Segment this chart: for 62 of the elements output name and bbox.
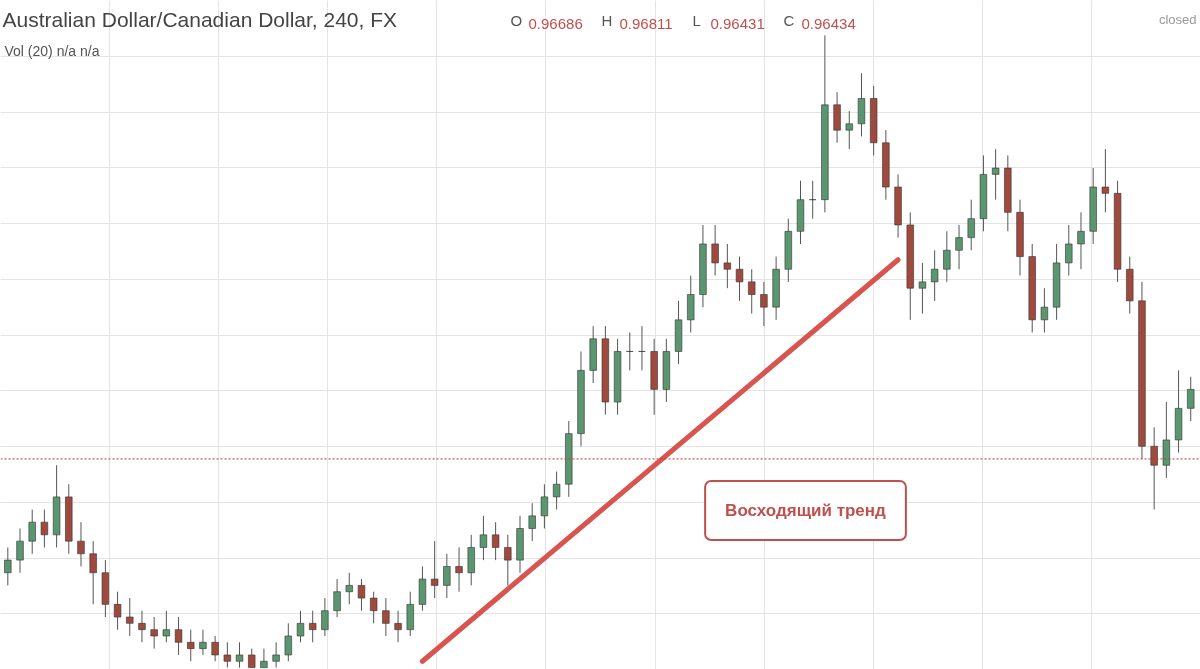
candlestick [162, 610, 171, 643]
candlestick [284, 622, 292, 662]
candlestick [1101, 148, 1110, 213]
candlestick [1077, 211, 1085, 270]
candlestick [223, 641, 231, 669]
candlestick [748, 268, 756, 314]
candlestick [28, 509, 36, 555]
candlestick [174, 616, 183, 656]
candlestick [479, 515, 488, 561]
candlestick [735, 256, 744, 302]
candlestick [1065, 224, 1073, 277]
candlestick [126, 597, 134, 637]
candlestick [943, 230, 951, 283]
candlestick [370, 591, 378, 624]
candlestick [89, 540, 97, 605]
candlestick [333, 578, 341, 618]
candlestick [394, 610, 402, 643]
candlestick [321, 597, 329, 637]
candlestick [455, 546, 463, 593]
candlestick [309, 610, 317, 643]
candlestick [955, 224, 963, 270]
candlestick [443, 553, 451, 599]
candlestick [967, 199, 975, 251]
text: O 0.96686 H 0.96811 L 0.96431 C 0.96434 [510, 11, 856, 32]
candlestick [1040, 287, 1049, 333]
candlestick [357, 578, 366, 612]
candlestick [1150, 426, 1158, 511]
candlestick [199, 629, 207, 656]
candlestick [552, 471, 561, 511]
candlestick [77, 521, 85, 567]
annotation: Vol (20) n/a n/a [4, 42, 100, 59]
candlestick [138, 610, 146, 643]
candlestick [16, 527, 24, 574]
candlestick [211, 635, 219, 662]
candlestick [430, 540, 439, 599]
candlestick [113, 591, 122, 631]
annotation: Восходящий тренд [725, 501, 887, 520]
candlestick [723, 243, 731, 289]
candlestick [491, 521, 500, 561]
candlestick [845, 110, 853, 150]
candlestick [930, 249, 939, 302]
candlestick [991, 148, 1000, 201]
candlestick [345, 572, 353, 605]
candlestick [1187, 376, 1195, 422]
candlestick [4, 546, 12, 586]
candlestick [235, 641, 244, 669]
candlestick [272, 641, 280, 669]
candlestick [918, 262, 927, 314]
candlestick [528, 502, 536, 542]
chart-title: Australian Dollar/Canadian Dollar, 240, FX [2, 7, 398, 31]
candlestick [260, 648, 268, 669]
candlestick [711, 224, 719, 277]
text: closed [1158, 11, 1197, 27]
candlestick [504, 534, 512, 586]
candlestick [296, 610, 305, 643]
candlestick [248, 648, 256, 669]
candlestick [540, 483, 549, 529]
candlestick [760, 281, 768, 327]
candlestick [40, 509, 49, 548]
candlestick [150, 616, 158, 650]
candlestick [382, 597, 390, 637]
candlestick [187, 629, 195, 662]
